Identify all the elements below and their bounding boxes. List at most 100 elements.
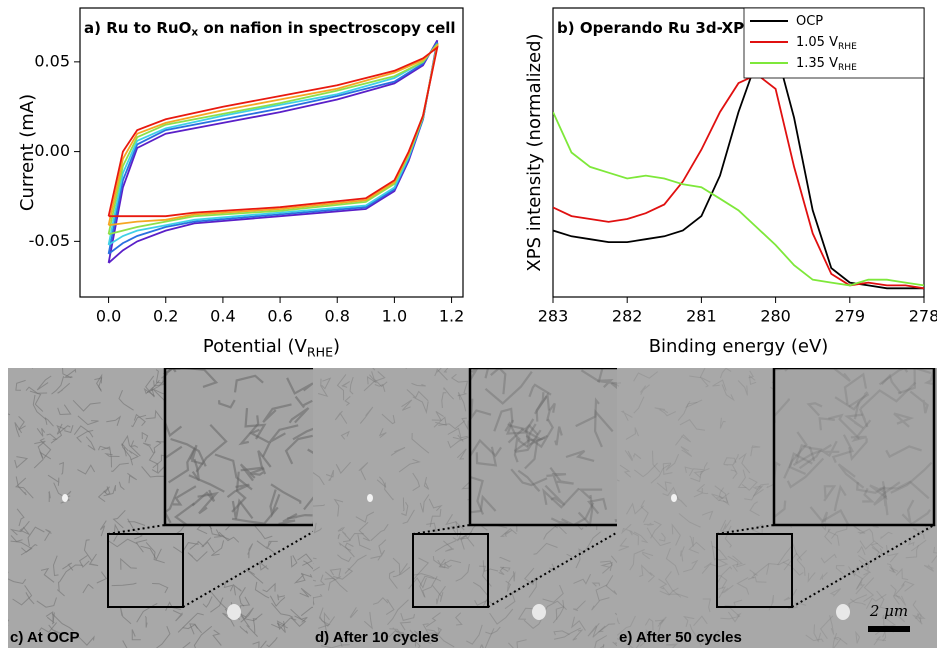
- sem-crack: [472, 581, 490, 607]
- sem-crack: [905, 544, 919, 559]
- sem-crack: [684, 466, 694, 477]
- sem-crack: [595, 575, 614, 601]
- inset-frame: [772, 368, 936, 527]
- sem-crack: [127, 472, 137, 484]
- sem-crack: [620, 410, 633, 421]
- sem-crack: [602, 643, 605, 648]
- inset-crack: [510, 468, 548, 487]
- inset-crack: [828, 413, 860, 440]
- sem-crack: [552, 599, 565, 624]
- sem-crack: [14, 422, 23, 438]
- sem-crack: [783, 552, 803, 571]
- sem-crack: [111, 462, 129, 472]
- sem-crack: [313, 522, 322, 534]
- sem-particle: [227, 604, 241, 620]
- inset-crack: [901, 499, 915, 526]
- inset-crack: [218, 399, 236, 409]
- inset-crack: [893, 412, 915, 428]
- inset-crack: [504, 424, 526, 444]
- inset-crack: [233, 374, 264, 393]
- sem-crack: [683, 559, 699, 573]
- sem-crack: [542, 584, 564, 603]
- sem-crack: [62, 562, 74, 571]
- sem-crack: [805, 634, 824, 643]
- sem-crack: [121, 434, 141, 457]
- inset-crack: [469, 438, 503, 458]
- sem-crack: [855, 583, 866, 595]
- sem-crack: [461, 417, 469, 431]
- sem-crack: [907, 540, 915, 546]
- sem-crack: [890, 584, 900, 605]
- sem-crack: [654, 407, 669, 414]
- sem-crack: [666, 643, 679, 648]
- sem-crack: [432, 556, 442, 566]
- inset-crack: [484, 368, 501, 379]
- sem-crack: [712, 379, 727, 391]
- sem-crack: [447, 436, 469, 449]
- sem-crack: [51, 613, 74, 632]
- inset-crack: [831, 368, 851, 382]
- sem-crack: [662, 586, 689, 598]
- inset-crack: [490, 368, 507, 395]
- sem-crack: [338, 541, 352, 551]
- sem-crack: [427, 629, 455, 648]
- chart-title-sub: x: [191, 27, 198, 39]
- sem-crack: [650, 520, 662, 539]
- sem-crack: [56, 581, 65, 597]
- sem-crack: [419, 494, 430, 513]
- sem-crack: [617, 637, 624, 642]
- inset-crack: [195, 423, 228, 473]
- sem-crack: [643, 522, 654, 526]
- sem-crack: [600, 561, 613, 572]
- sem-crack: [340, 430, 350, 440]
- sem-crack: [131, 414, 147, 428]
- sem-crack: [103, 485, 117, 497]
- sem-crack: [717, 574, 728, 589]
- sem-crack: [51, 612, 55, 625]
- inset-crack: [856, 482, 886, 494]
- sem-crack: [429, 509, 442, 528]
- inset-crack: [850, 419, 872, 443]
- sem-crack: [344, 554, 367, 574]
- sem-crack: [337, 533, 341, 540]
- sem-crack: [679, 419, 706, 431]
- sem-crack: [209, 526, 221, 537]
- inset-crack: [577, 494, 594, 527]
- sem-crack: [657, 616, 667, 634]
- sem-crack: [617, 382, 622, 387]
- x-axis-label-part: Potential (V: [203, 336, 308, 357]
- x-axis-label-part: Binding energy (eV): [649, 336, 829, 357]
- sem-crack: [266, 637, 278, 648]
- sem-crack: [358, 521, 371, 542]
- sem-crack: [450, 373, 469, 383]
- sem-crack: [710, 540, 718, 561]
- sem-crack: [290, 608, 308, 623]
- sem-crack: [99, 520, 107, 537]
- sem-crack: [313, 566, 320, 582]
- chart-title: a) Ru to RuOx on nafion in spectroscopy …: [84, 19, 456, 39]
- sem-crack: [145, 375, 155, 398]
- inset-crack: [189, 444, 204, 466]
- sem-crack: [290, 615, 307, 627]
- sem-crack: [98, 445, 110, 451]
- x-tick-label: 279: [835, 307, 866, 326]
- sem-crack: [36, 597, 57, 608]
- sem-crack: [262, 582, 276, 593]
- sem-crack: [101, 446, 112, 468]
- inset-crack: [597, 378, 618, 388]
- sem-crack: [646, 527, 671, 547]
- sem-crack: [693, 462, 708, 471]
- sem-crack: [640, 500, 649, 523]
- zoom-line: [791, 524, 935, 608]
- sem-crack: [911, 613, 923, 625]
- sem-particle: [671, 494, 677, 502]
- inset-crack: [469, 475, 485, 515]
- sem-crack: [756, 483, 769, 490]
- sem-crack: [52, 555, 59, 577]
- sem-crack: [57, 404, 72, 416]
- sem-crack: [240, 615, 258, 637]
- inset-crack: [818, 417, 835, 431]
- sem-crack: [10, 540, 33, 556]
- inset-crack: [163, 488, 180, 524]
